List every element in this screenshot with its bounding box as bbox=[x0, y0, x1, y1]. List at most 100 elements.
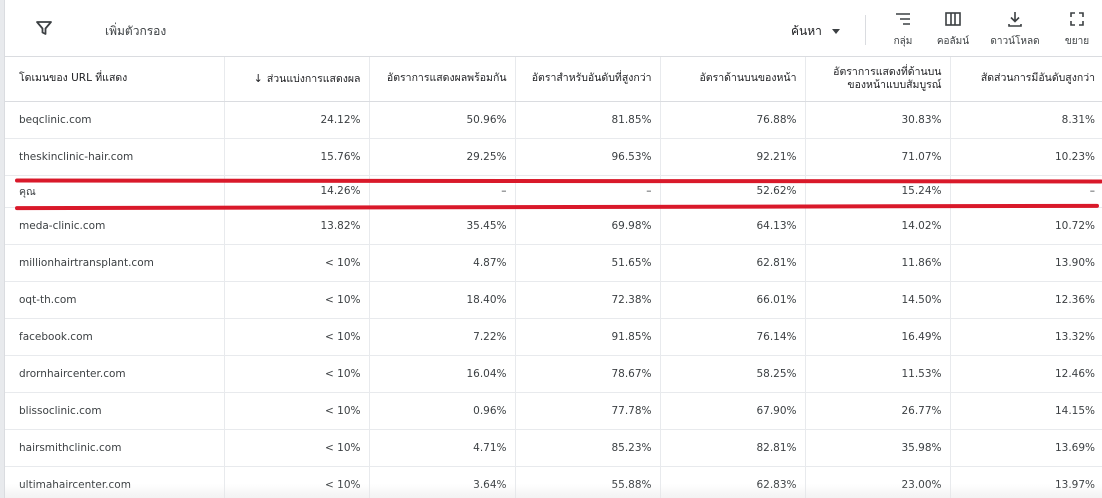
columns-label: คอลัมน์ bbox=[936, 36, 970, 47]
col-header-overlap-rate[interactable]: อัตราการแสดงผลพร้อมกัน bbox=[368, 57, 515, 102]
cell-value: 62.81% bbox=[659, 244, 805, 282]
table-row: hairsmithclinic.com < 10% 4.71% 85.23% 82.81… bbox=[5, 429, 1102, 467]
cell-value: 13.32% bbox=[949, 318, 1102, 356]
cell-value: 35.45% bbox=[368, 207, 515, 245]
cell-value: 51.65% bbox=[514, 244, 660, 282]
cell-domain: hairsmithclinic.com bbox=[5, 429, 224, 467]
col-header-position-above-rate[interactable]: อัตราสำหรับอันดับที่สูงกว่า bbox=[514, 57, 660, 102]
expand-button[interactable]: ขยาย bbox=[1057, 10, 1097, 49]
filter-icon[interactable] bbox=[35, 19, 53, 37]
cell-value: 67.90% bbox=[659, 392, 805, 430]
cell-value: 30.83% bbox=[804, 101, 950, 139]
expand-label: ขยาย bbox=[1064, 36, 1090, 47]
cell-value: 78.67% bbox=[514, 355, 660, 393]
cell-value: 10.23% bbox=[949, 138, 1102, 176]
col-header-abs-top-of-page-rate[interactable]: อัตราการแสดงที่ด้านบนของหน้าแบบสัมบูรณ์ bbox=[804, 57, 950, 102]
chevron-down-icon bbox=[831, 29, 840, 34]
cell-value: 4.71% bbox=[368, 429, 515, 467]
cell-value: 16.49% bbox=[804, 318, 950, 356]
col-header-outranking-share[interactable]: สัดส่วนการมีอันดับสูงกว่า bbox=[949, 57, 1102, 102]
cell-domain: millionhairtransplant.com bbox=[5, 244, 224, 282]
download-icon bbox=[1008, 12, 1022, 27]
cell-value: 13.82% bbox=[223, 207, 369, 245]
col-header-impression-share[interactable]: ↓ ส่วนแบ่งการแสดงผล bbox=[223, 57, 369, 102]
cell-value: 7.22% bbox=[368, 318, 515, 356]
cell-value: < 10% bbox=[223, 244, 369, 282]
search-label: ค้นหา bbox=[791, 24, 822, 38]
cell-value: 64.13% bbox=[659, 207, 805, 245]
toolbar-divider bbox=[865, 15, 866, 45]
cell-value: 26.77% bbox=[804, 392, 950, 430]
fullscreen-icon bbox=[1070, 12, 1084, 26]
cell-value: 0.96% bbox=[368, 392, 515, 430]
table-row: millionhairtransplant.com < 10% 4.87% 51.65… bbox=[5, 244, 1102, 282]
cell-value: 12.36% bbox=[949, 281, 1102, 319]
table-row: facebook.com < 10% 7.22% 91.85% 76.14% 16.49%… bbox=[5, 318, 1102, 356]
cell-value: < 10% bbox=[223, 281, 369, 319]
cell-domain: blissoclinic.com bbox=[5, 392, 224, 430]
download-button[interactable]: ดาวน์โหลด bbox=[985, 10, 1045, 49]
table-row: beqclinic.com 24.12% 50.96% 81.85% 76.88% 30.… bbox=[5, 101, 1102, 139]
cell-value: 18.40% bbox=[368, 281, 515, 319]
cell-value: 13.90% bbox=[949, 244, 1102, 282]
table-row: oqt-th.com < 10% 18.40% 72.38% 66.01% 14.50% 1… bbox=[5, 281, 1102, 319]
cell-domain: theskinclinic-hair.com bbox=[5, 138, 224, 176]
cell-value: 13.69% bbox=[949, 429, 1102, 467]
cell-value: 12.46% bbox=[949, 355, 1102, 393]
add-filter-button[interactable]: เพิ่มตัวกรอง bbox=[105, 24, 167, 38]
cell-value: 4.87% bbox=[368, 244, 515, 282]
auction-insights-table: โดเมนของ URL ที่แสดง ↓ ส่วนแบ่งการแสดงผล … bbox=[5, 57, 1102, 498]
auction-insights-panel: เพิ่มตัวกรอง ค้นหา กลุ่ม คอลัมน์ ดาวน์โห… bbox=[4, 0, 1102, 498]
cell-domain: facebook.com bbox=[5, 318, 224, 356]
table-row: drornhaircenter.com < 10% 16.04% 78.67% 58.2… bbox=[5, 355, 1102, 393]
table-row: meda-clinic.com 13.82% 35.45% 69.98% 64.13% 1… bbox=[5, 207, 1102, 245]
cell-value: 96.53% bbox=[514, 138, 660, 176]
group-icon bbox=[896, 13, 910, 25]
table-row: blissoclinic.com < 10% 0.96% 77.78% 67.90% 26… bbox=[5, 392, 1102, 430]
bottom-fade bbox=[5, 484, 1102, 498]
cell-value: 14.50% bbox=[804, 281, 950, 319]
cell-value: 72.38% bbox=[514, 281, 660, 319]
cell-value: < 10% bbox=[223, 392, 369, 430]
cell-value: 8.31% bbox=[949, 101, 1102, 139]
table-row: theskinclinic-hair.com 15.76% 29.25% 96.53%… bbox=[5, 138, 1102, 176]
cell-value: 10.72% bbox=[949, 207, 1102, 245]
search-dropdown[interactable]: ค้นหา bbox=[791, 22, 840, 41]
cell-value: < 10% bbox=[223, 429, 369, 467]
columns-icon bbox=[945, 12, 961, 26]
download-label: ดาวน์โหลด bbox=[990, 36, 1040, 47]
col-header-domain[interactable]: โดเมนของ URL ที่แสดง bbox=[5, 57, 224, 102]
table-header-row: โดเมนของ URL ที่แสดง ↓ ส่วนแบ่งการแสดงผล … bbox=[5, 57, 1102, 102]
cell-domain: drornhaircenter.com bbox=[5, 355, 224, 393]
cell-value: 66.01% bbox=[659, 281, 805, 319]
cell-value: < 10% bbox=[223, 355, 369, 393]
group-button[interactable]: กลุ่ม bbox=[883, 10, 923, 49]
cell-value: 81.85% bbox=[514, 101, 660, 139]
col-header-top-of-page-rate[interactable]: อัตราด้านบนของหน้า bbox=[659, 57, 805, 102]
cell-value: 85.23% bbox=[514, 429, 660, 467]
cell-value: 71.07% bbox=[804, 138, 950, 176]
columns-button[interactable]: คอลัมน์ bbox=[928, 10, 978, 49]
cell-value: 76.88% bbox=[659, 101, 805, 139]
cell-value: 91.85% bbox=[514, 318, 660, 356]
cell-value: 11.86% bbox=[804, 244, 950, 282]
cell-value: 24.12% bbox=[223, 101, 369, 139]
cell-value: 58.25% bbox=[659, 355, 805, 393]
sort-descending-icon: ↓ bbox=[253, 71, 263, 85]
cell-value: 92.21% bbox=[659, 138, 805, 176]
cell-value: 35.98% bbox=[804, 429, 950, 467]
cell-value: 15.76% bbox=[223, 138, 369, 176]
cell-value: 76.14% bbox=[659, 318, 805, 356]
cell-value: 29.25% bbox=[368, 138, 515, 176]
cell-value: 77.78% bbox=[514, 392, 660, 430]
cell-value: 14.15% bbox=[949, 392, 1102, 430]
cell-value: 50.96% bbox=[368, 101, 515, 139]
table-toolbar: เพิ่มตัวกรอง ค้นหา กลุ่ม คอลัมน์ ดาวน์โห… bbox=[5, 0, 1102, 57]
cell-value: 69.98% bbox=[514, 207, 660, 245]
group-label: กลุ่ม bbox=[893, 36, 913, 47]
cell-domain: beqclinic.com bbox=[5, 101, 224, 139]
cell-value: 11.53% bbox=[804, 355, 950, 393]
cell-domain: meda-clinic.com bbox=[5, 207, 224, 245]
col-header-label: ส่วนแบ่งการแสดงผล bbox=[266, 72, 361, 85]
cell-value: < 10% bbox=[223, 318, 369, 356]
